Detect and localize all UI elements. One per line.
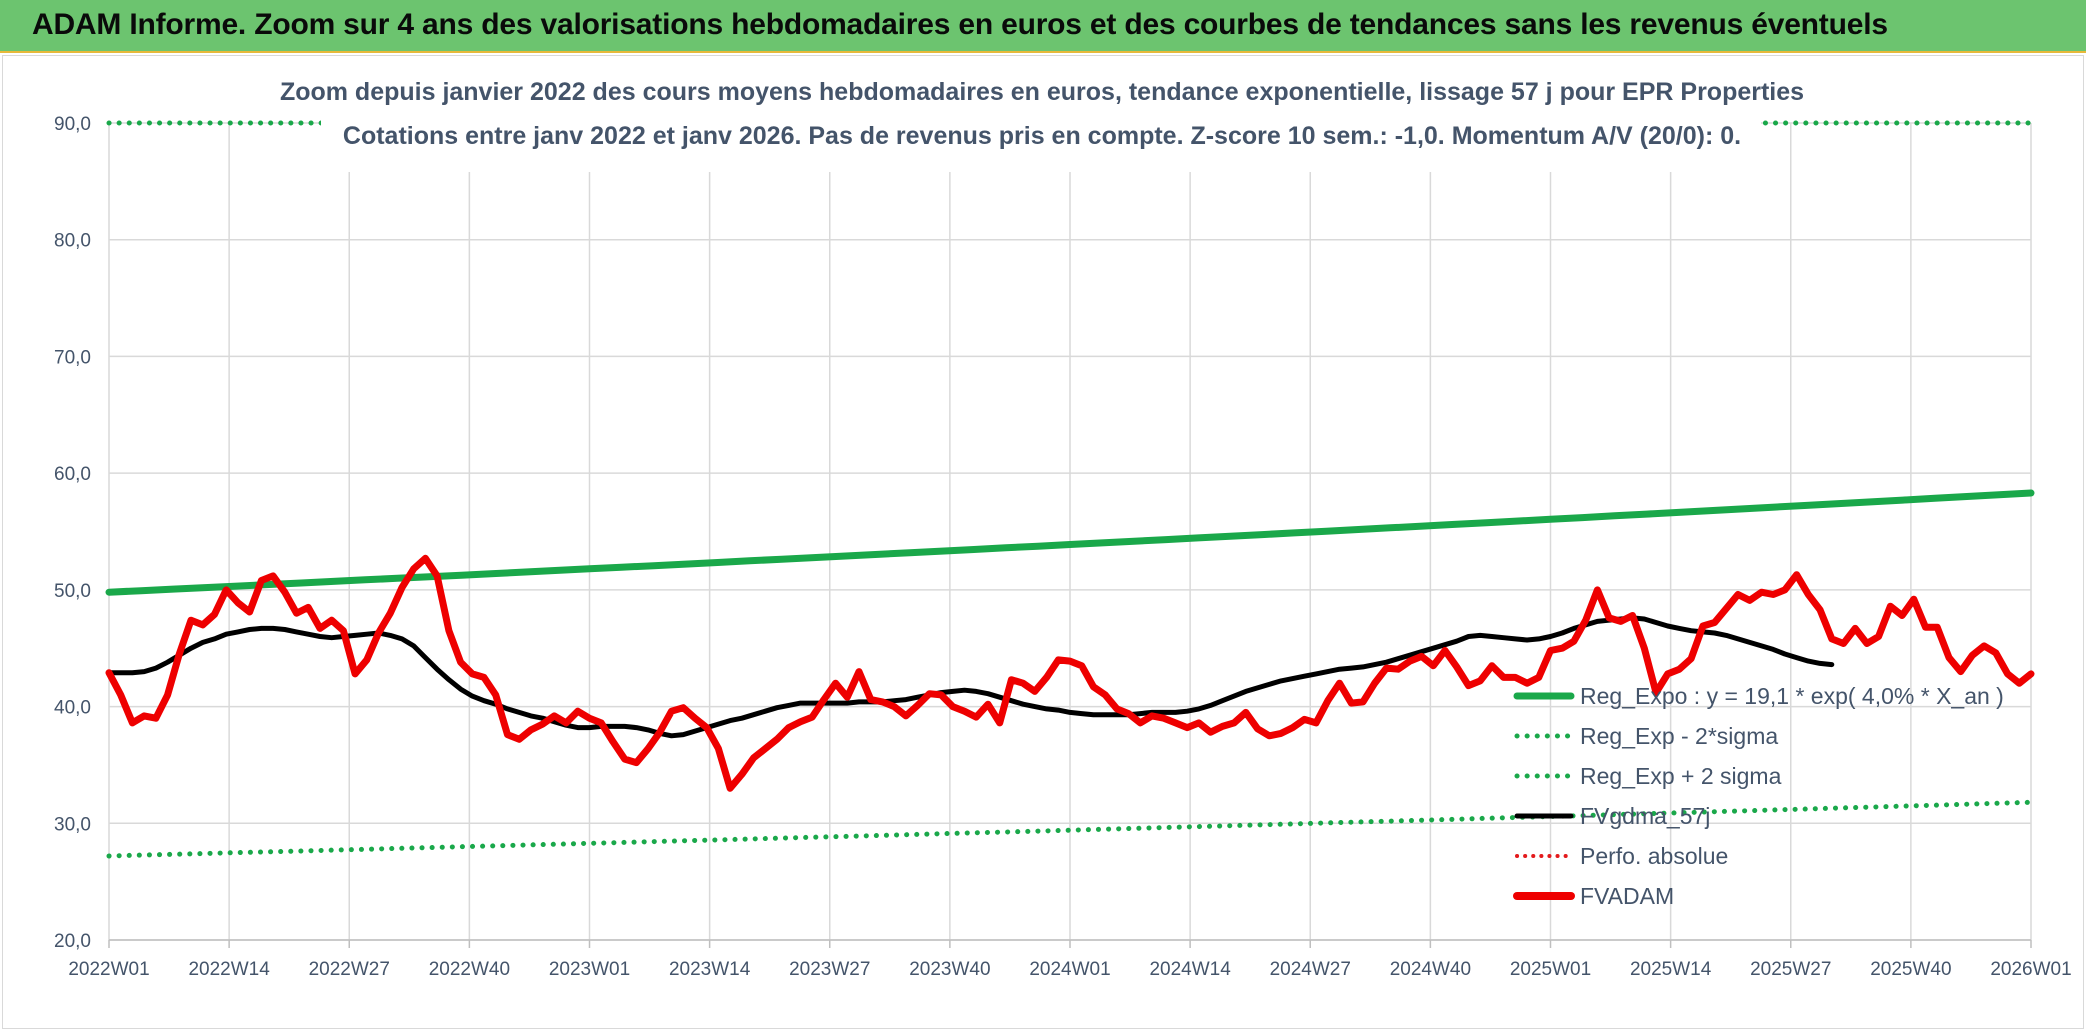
chart-frame: 20,0 30,0 40,0 50,0 60,0 70,0 80,0 90,0 2022W01…: [2, 55, 2084, 1029]
reg-exp-minus-2sigma-line: [106, 799, 2034, 859]
x-tick-label: 2022W14: [188, 959, 270, 980]
y-tick-label: 20,0: [54, 931, 91, 952]
x-tick-label: 2024W01: [1029, 959, 1110, 980]
chart-subtitle: Cotations entre janv 2022 et janv 2026. …: [343, 122, 1741, 150]
header-bar: ADAM Informe. Zoom sur 4 ans des valoris…: [0, 0, 2086, 53]
reg-expo-line: [105, 489, 2035, 596]
x-tick-label: 2024W40: [1390, 959, 1471, 980]
x-tick-label: 2024W14: [1149, 959, 1231, 980]
y-tick-label: 60,0: [54, 464, 91, 485]
page-title: ADAM Informe. Zoom sur 4 ans des valoris…: [32, 8, 1888, 41]
x-tick-label: 2025W27: [1750, 959, 1831, 980]
y-tick-label: 40,0: [54, 698, 91, 719]
y-tick-label: 50,0: [54, 581, 91, 602]
x-tick-label: 2025W14: [1630, 959, 1712, 980]
x-tick-label: 2022W40: [429, 959, 510, 980]
chart-grid: [108, 122, 2032, 948]
legend-reg-exp-minus-label: Reg_Exp - 2*sigma: [1580, 723, 1778, 749]
y-tick-label: 30,0: [54, 814, 91, 835]
x-tick-label: 2025W40: [1870, 959, 1951, 980]
legend-fvadam-label: FVADAM: [1580, 883, 1674, 909]
x-tick-label: 2023W14: [669, 959, 751, 980]
chart-title: Zoom depuis janvier 2022 des cours moyen…: [280, 78, 1804, 106]
legend-reg-expo-label: Reg_Expo : y = 19,1 * exp( 4,0% * X_an ): [1580, 683, 2004, 709]
title-background: [321, 62, 1761, 172]
y-tick-label: 80,0: [54, 231, 91, 252]
y-axis-labels: 20,0 30,0 40,0 50,0 60,0 70,0 80,0 90,0: [54, 114, 91, 952]
x-tick-label: 2025W01: [1510, 959, 1591, 980]
fvgdma-57j-line: [106, 615, 1835, 739]
legend-perfo-label: Perfo. absolue: [1580, 843, 1728, 869]
fvadam-line: [105, 554, 2035, 792]
legend-fvgdma-label: FVgdma_57j: [1580, 803, 1710, 829]
chart-legend: Reg_Expo : y = 19,1 * exp( 4,0% * X_an )…: [1513, 683, 2004, 909]
x-tick-label: 2023W27: [789, 959, 870, 980]
y-tick-label: 90,0: [54, 114, 91, 135]
x-tick-label: 2023W40: [909, 959, 990, 980]
x-tick-label: 2022W27: [309, 959, 390, 980]
x-tick-label: 2024W27: [1270, 959, 1351, 980]
chart: 20,0 30,0 40,0 50,0 60,0 70,0 80,0 90,0 2022W01…: [54, 62, 2072, 980]
x-tick-label: 2022W01: [68, 959, 149, 980]
x-tick-label: 2026W01: [1990, 959, 2071, 980]
x-tick-label: 2023W01: [549, 959, 630, 980]
y-tick-label: 70,0: [54, 347, 91, 368]
legend-reg-exp-plus-label: Reg_Exp + 2 sigma: [1580, 763, 1782, 789]
x-axis-labels: 2022W01 2022W14 2022W27 2022W40 2023W01 2023W…: [68, 959, 2071, 980]
